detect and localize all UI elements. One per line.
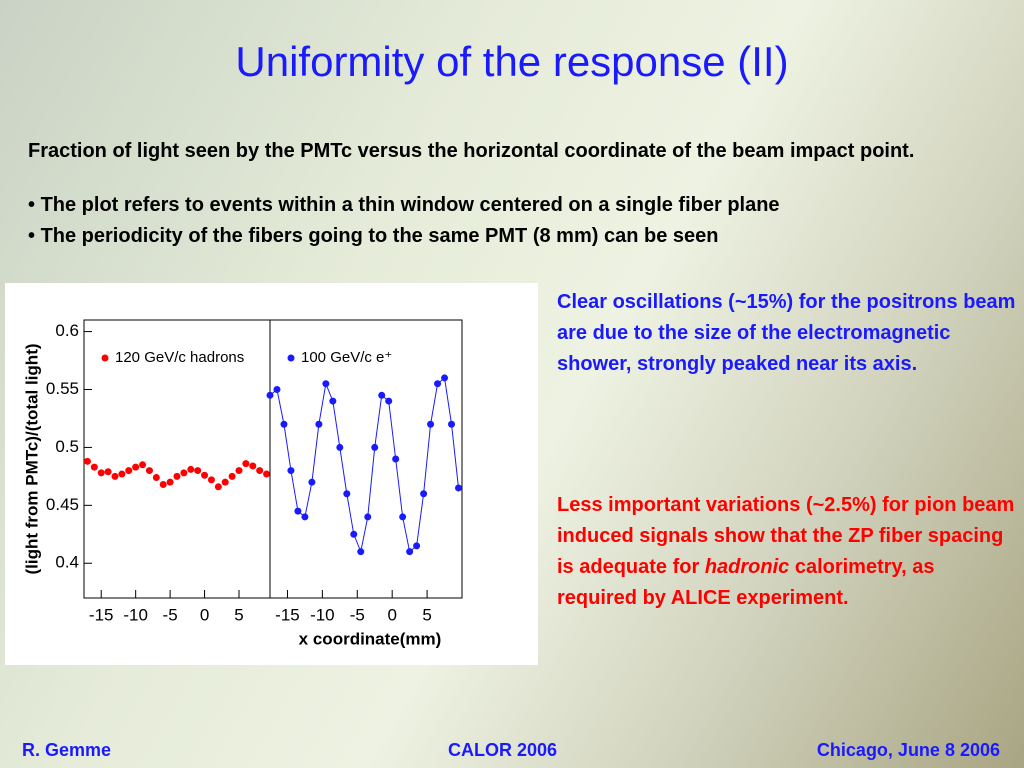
x-tick-label: 0 (200, 605, 209, 624)
data-point (166, 478, 174, 486)
footer-place-date: Chicago, June 8 2006 (816, 740, 1000, 760)
footer-author: R. Gemme (22, 740, 112, 760)
y-axis-label: (light from PMTc)/(total light) (22, 343, 41, 574)
note-blue: Clear oscillations (~15%) for the positr… (557, 291, 1016, 375)
data-point (104, 468, 112, 476)
legend-marker (101, 354, 109, 362)
data-point (187, 465, 195, 473)
data-point (111, 472, 119, 480)
x-tick-label: 5 (234, 605, 243, 624)
data-point (364, 513, 372, 521)
data-point (159, 480, 167, 488)
data-point (350, 530, 358, 538)
data-point (448, 420, 456, 428)
data-point (441, 374, 449, 382)
x-tick-label: -5 (350, 605, 365, 624)
data-point (90, 463, 98, 471)
y-tick-label: 0.4 (55, 553, 79, 572)
legend-label: 100 GeV/c e⁺ (301, 349, 392, 366)
data-point (201, 471, 209, 479)
data-point (139, 461, 147, 469)
data-point (322, 380, 330, 388)
x-axis-label: x coordinate(mm) (299, 629, 442, 648)
data-point (287, 467, 295, 475)
bullet: • The plot refers to events within a thi… (28, 194, 780, 216)
bullet: • The periodicity of the fibers going to… (28, 225, 719, 247)
bullet-text: The periodicity of the fibers going to t… (40, 225, 719, 247)
data-point (173, 472, 181, 480)
data-point (97, 469, 105, 477)
data-point (280, 420, 288, 428)
data-point (242, 460, 250, 468)
x-tick-label: -15 (275, 605, 300, 624)
data-point (427, 420, 435, 428)
y-tick-label: 0.45 (46, 495, 79, 514)
data-point (263, 470, 271, 478)
y-tick-label: 0.5 (55, 437, 79, 456)
data-point (378, 391, 386, 399)
data-point (294, 507, 302, 515)
data-point (406, 548, 414, 556)
data-point (132, 463, 140, 471)
note-emphasis: hadronic (704, 556, 790, 578)
y-tick-label: 0.6 (55, 321, 79, 340)
intro-text: Fraction of light seen by the PMTc versu… (28, 140, 915, 162)
data-point (180, 469, 188, 477)
data-point (413, 542, 421, 550)
data-point (266, 391, 274, 399)
slide-title: Uniformity of the response (II) (235, 38, 789, 85)
data-point (371, 443, 379, 451)
data-point (83, 457, 91, 465)
data-point (399, 513, 407, 521)
data-point (256, 467, 264, 475)
data-point (329, 397, 337, 405)
data-point (357, 548, 365, 556)
data-point (249, 462, 257, 470)
footer-conference: CALOR 2006 (448, 740, 558, 760)
x-tick-label: -10 (310, 605, 335, 624)
data-point (118, 470, 126, 478)
data-point (273, 386, 281, 393)
x-tick-label: -10 (123, 605, 148, 624)
data-point (343, 490, 351, 498)
data-point (145, 467, 153, 475)
data-point (125, 467, 133, 475)
data-point (214, 483, 222, 491)
chart-image: 0.4 0.45 0.5 0.55 0.6 -15 -10 -5 0 5 (light from P… (5, 283, 538, 665)
legend-label: 120 GeV/c hadrons (115, 349, 244, 366)
x-tick-label: 5 (422, 605, 431, 624)
data-point (336, 443, 344, 451)
x-tick-label: 0 (387, 605, 396, 624)
data-point (315, 420, 323, 428)
data-point (152, 474, 160, 482)
data-point (308, 478, 316, 486)
data-point (235, 467, 243, 475)
x-tick-label: -15 (89, 605, 114, 624)
data-point (420, 490, 428, 498)
data-point (392, 455, 400, 463)
chart: 0.4 0.45 0.5 0.55 0.6 -15 -10 -5 0 5 (light from P… (22, 319, 463, 648)
data-point (385, 397, 393, 405)
note-red: Less important variations (~2.5%) for pi… (557, 490, 1017, 614)
data-line (269, 376, 460, 554)
x-tick-label: -5 (163, 605, 178, 624)
legend-marker (287, 354, 295, 362)
data-point (221, 478, 229, 486)
y-tick-label: 0.55 (46, 379, 79, 398)
data-point (228, 472, 236, 480)
data-point (455, 484, 463, 492)
note-text: Less important variations (~2.5%) for pi… (557, 494, 1015, 578)
bullet-text: The plot refers to events within a thin … (40, 194, 780, 216)
plot-frame (269, 319, 463, 599)
data-point (207, 476, 215, 484)
data-point (434, 380, 442, 388)
data-point (301, 513, 309, 521)
note-text: calorimetry, as required by ALICE experi… (557, 556, 935, 609)
data-point (194, 467, 202, 475)
